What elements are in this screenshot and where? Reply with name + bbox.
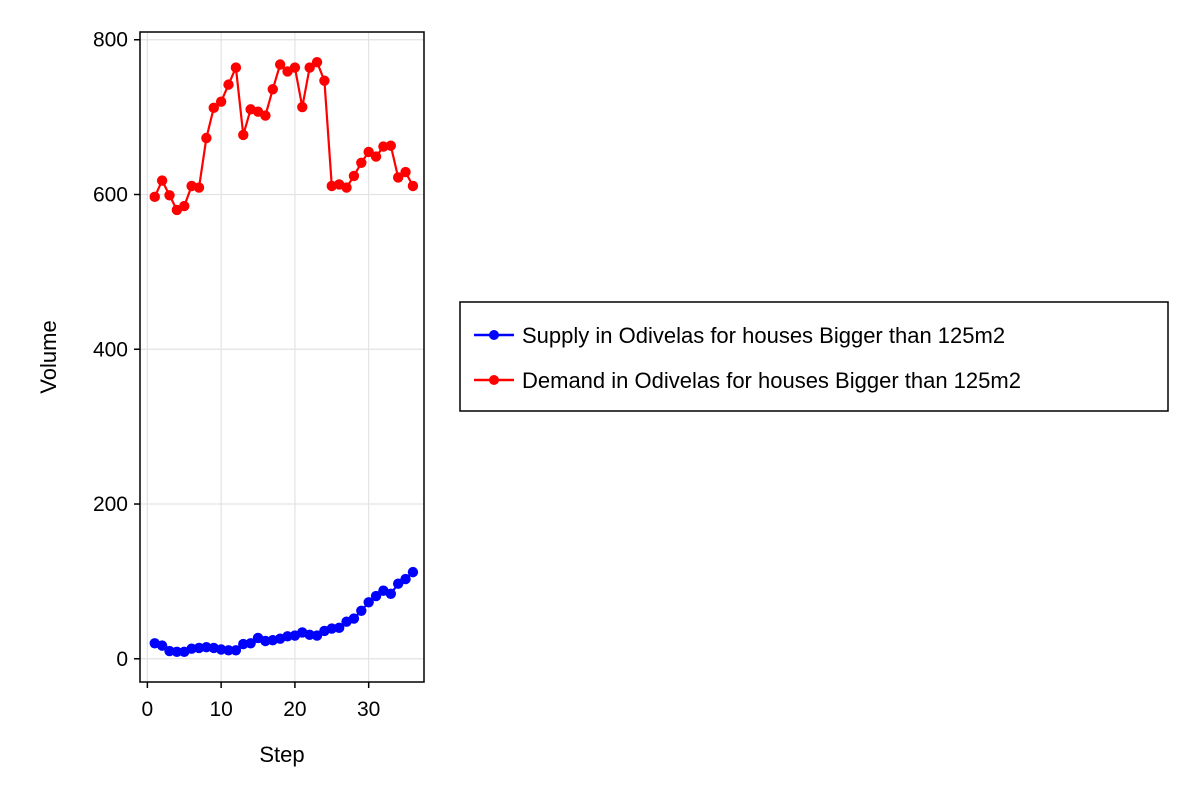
data-point — [223, 79, 234, 90]
data-point — [245, 638, 256, 649]
series-layer — [149, 56, 419, 658]
grid — [140, 32, 424, 682]
x-tick-label: 30 — [357, 698, 380, 721]
axis-ticks: 0 10 20 30 0 200 400 600 800 — [93, 29, 380, 721]
data-point — [333, 622, 345, 634]
x-axis-title: Step — [259, 742, 304, 767]
y-tick-label: 0 — [116, 648, 128, 671]
data-point — [348, 613, 360, 624]
data-point — [208, 102, 219, 114]
data-point — [385, 140, 397, 151]
data-point — [171, 646, 183, 658]
data-point — [311, 56, 323, 68]
data-point — [392, 172, 404, 183]
x-tick-label: 10 — [209, 698, 232, 721]
data-point — [407, 180, 419, 192]
data-point — [400, 166, 411, 178]
legend: Supply in Odivelas for houses Bigger tha… — [459, 301, 1169, 412]
data-point — [370, 151, 382, 162]
legend-swatch-marker — [489, 330, 499, 340]
legend-entry-supply: Supply in Odivelas for houses Bigger tha… — [474, 323, 1005, 348]
data-point — [223, 645, 234, 656]
data-point — [156, 175, 168, 186]
legend-entry-demand: Demand in Odivelas for houses Bigger tha… — [474, 368, 1021, 393]
series-1 — [149, 56, 419, 216]
data-point — [356, 605, 367, 617]
data-point — [304, 62, 315, 73]
data-point — [385, 588, 397, 599]
data-point — [289, 62, 301, 73]
y-tick-label: 600 — [93, 184, 128, 207]
data-point — [319, 75, 330, 86]
data-point — [356, 157, 367, 168]
data-point — [156, 640, 168, 651]
data-point — [274, 59, 286, 70]
data-point — [407, 566, 419, 578]
y-tick-label: 400 — [93, 338, 128, 361]
data-point — [179, 200, 190, 212]
data-point — [400, 573, 411, 585]
data-point — [149, 191, 160, 203]
legend-label-demand: Demand in Odivelas for houses Bigger tha… — [522, 368, 1021, 393]
data-point — [230, 62, 242, 73]
y-tick-label: 200 — [93, 493, 128, 516]
y-axis-title: Volume — [36, 320, 61, 393]
data-point — [193, 182, 205, 193]
plot-area-frame — [139, 31, 425, 683]
data-point — [215, 96, 227, 107]
legend-swatch-marker — [489, 375, 499, 385]
data-point — [238, 129, 249, 141]
data-point — [164, 190, 175, 201]
data-point — [260, 110, 271, 121]
x-tick-label: 20 — [283, 698, 306, 721]
data-point — [297, 101, 308, 113]
data-point — [370, 590, 382, 602]
series-0 — [149, 566, 419, 658]
data-point — [230, 645, 242, 656]
legend-frame — [459, 301, 1169, 412]
y-tick-label: 800 — [93, 29, 128, 52]
data-point — [341, 182, 352, 193]
data-point — [267, 84, 278, 95]
x-tick-label: 0 — [142, 698, 154, 721]
data-point — [201, 132, 212, 144]
data-point — [363, 597, 374, 608]
data-point — [348, 170, 360, 182]
legend-label-supply: Supply in Odivelas for houses Bigger tha… — [522, 323, 1005, 348]
